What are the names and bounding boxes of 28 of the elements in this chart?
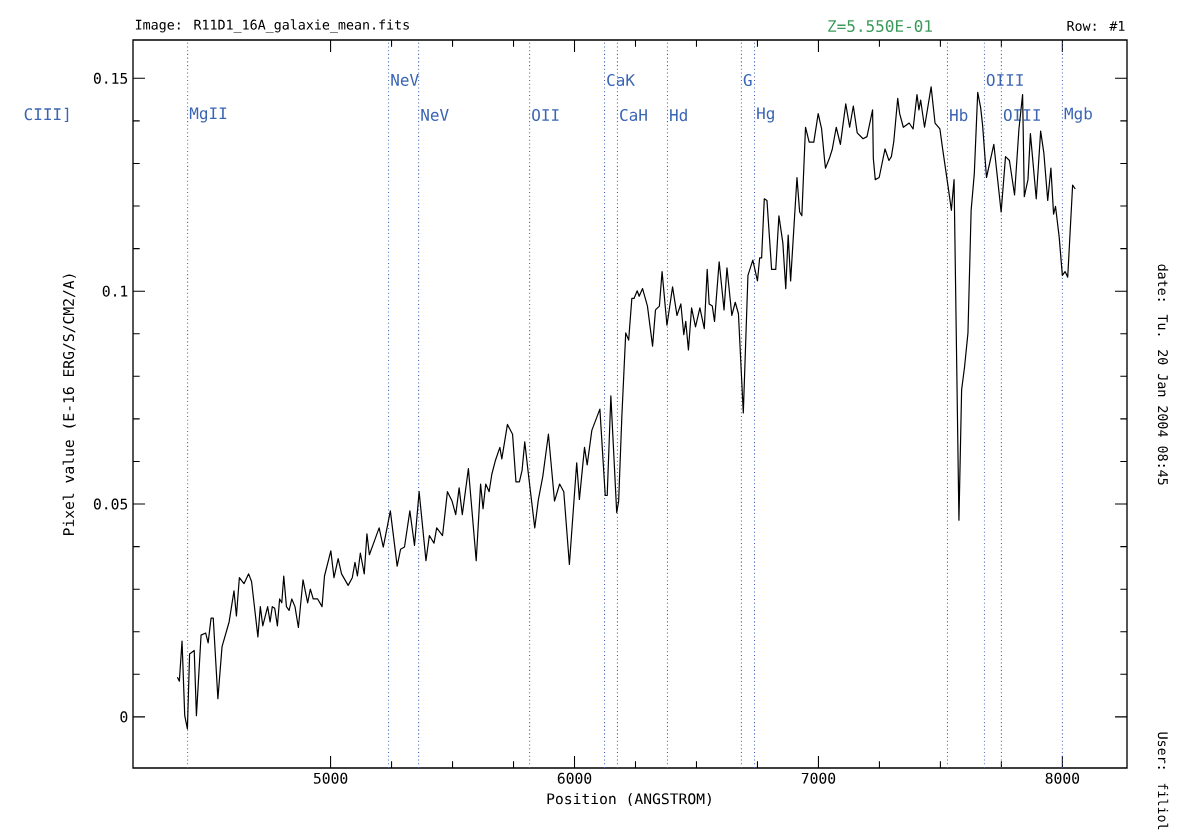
x-axis-title: Position (ANGSTROM) [547,792,711,807]
y-tick-label: 0 [120,711,128,723]
y-tick-label: 0.1 [102,285,128,297]
ref-line-label: CaK [607,73,635,87]
ref-line-label: NeV [421,109,449,121]
y-axis-title: Pixel value (E-16 ERG/S/CM2/A) [62,274,76,536]
ref-line-label: NeV [391,74,419,86]
ref-line-label: OIII [986,73,1023,87]
x-tick-label: 7000 [801,772,836,784]
ref-line-label: Hd [670,108,687,122]
ref-line-label: OII [532,108,559,122]
text: User: filiol [1157,732,1169,830]
text: Image: R11D1_16A_galaxie_mean.fits [135,19,409,33]
y-tick-label: 0.05 [93,498,128,510]
text: CIII] [24,107,69,123]
x-tick-label: 5000 [313,772,348,784]
text: date: Tu. 20 Jan 2004 08:45 [1157,264,1169,485]
ref-line-label: CaH [620,108,647,122]
x-tick-label: 8000 [1045,772,1080,784]
ref-line-label: Mgb [1064,107,1092,123]
ref-line-label: G [743,73,752,87]
ref-line-label: MgII [189,107,227,123]
y-tick-label: 0.15 [93,72,128,84]
x-tick-label: 6000 [557,772,592,784]
text: Row: #1 [1067,21,1125,31]
ref-line-label: Hg [757,107,774,123]
ref-line-label: Hb [950,108,968,122]
text: Z=5.550E-01 [828,19,932,33]
